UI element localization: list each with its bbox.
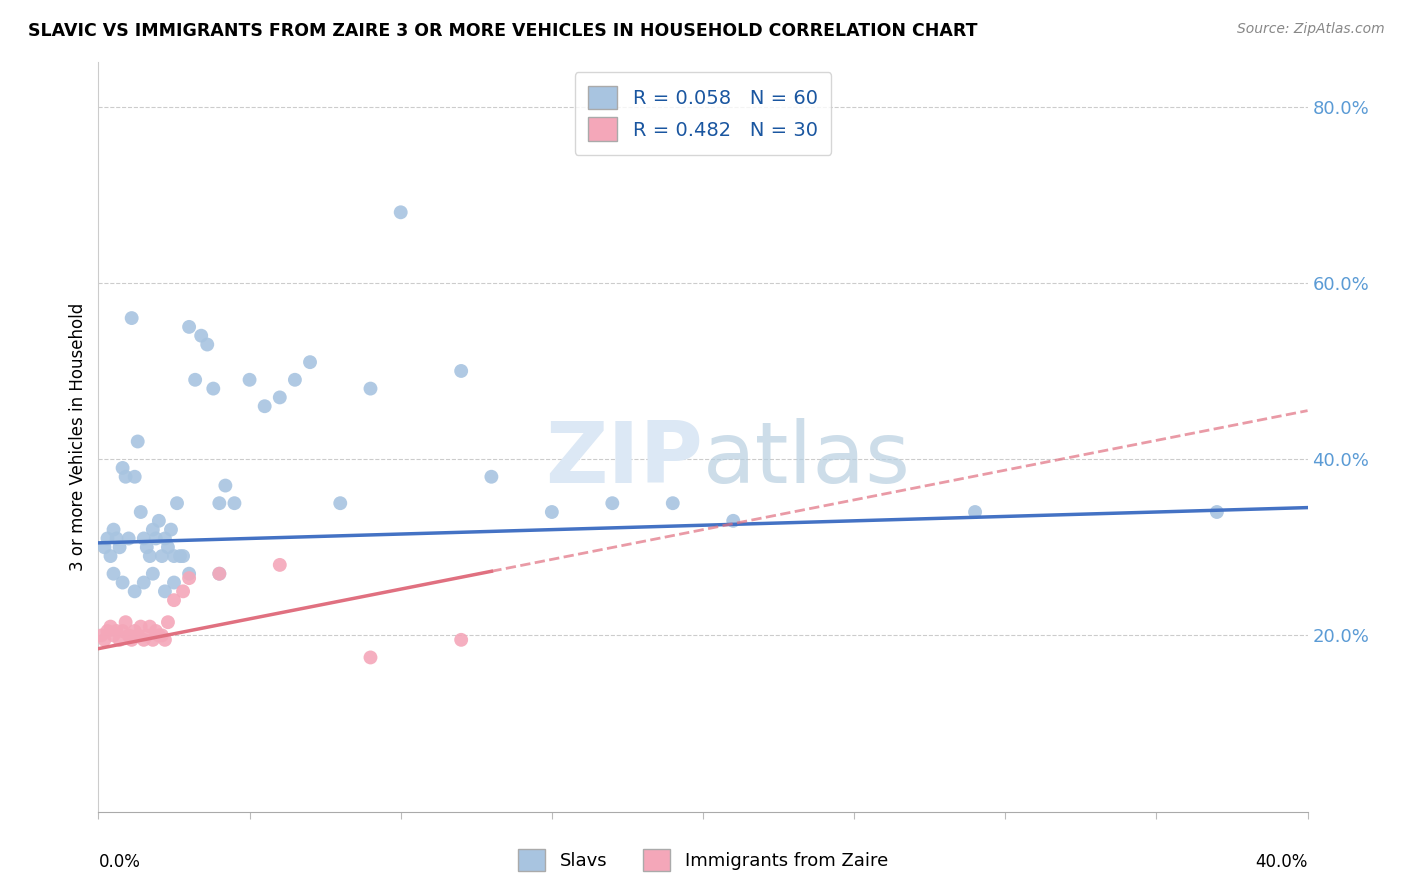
Point [540, 505, 562, 519]
Legend: Slavs, Immigrants from Zaire: Slavs, Immigrants from Zaire [510, 842, 896, 879]
Point [111, 461, 134, 475]
Point [96, 624, 118, 638]
Point [184, 373, 207, 387]
Point [172, 584, 194, 599]
Point [450, 364, 472, 378]
Legend: R = 0.058   N = 60, R = 0.482   N = 30: R = 0.058 N = 60, R = 0.482 N = 30 [575, 72, 831, 154]
Point [269, 558, 291, 572]
Point [150, 628, 173, 642]
Point [299, 355, 322, 369]
Point [208, 566, 231, 581]
Point [105, 624, 128, 638]
Text: ZIP: ZIP [546, 418, 703, 501]
Point [360, 382, 382, 396]
Point [127, 434, 149, 449]
Point [139, 549, 162, 563]
Point [150, 549, 173, 563]
Point [145, 624, 167, 638]
Point [148, 628, 170, 642]
Point [103, 523, 125, 537]
Point [208, 496, 231, 510]
Point [153, 632, 176, 647]
Point [284, 373, 307, 387]
Point [148, 514, 170, 528]
Point [90, 628, 112, 642]
Point [132, 532, 155, 546]
Point [121, 311, 143, 326]
Point [139, 619, 162, 633]
Point [450, 632, 472, 647]
Point [108, 541, 131, 555]
Point [142, 566, 165, 581]
Point [114, 469, 136, 483]
Point [602, 496, 624, 510]
Text: atlas: atlas [703, 418, 911, 501]
Point [100, 549, 122, 563]
Point [389, 205, 412, 219]
Point [124, 624, 146, 638]
Point [166, 496, 188, 510]
Point [661, 496, 683, 510]
Text: Source: ZipAtlas.com: Source: ZipAtlas.com [1237, 22, 1385, 37]
Point [135, 628, 157, 642]
Point [145, 532, 167, 546]
Point [179, 566, 201, 581]
Point [124, 584, 146, 599]
Text: 40.0%: 40.0% [1256, 853, 1308, 871]
Point [132, 575, 155, 590]
Point [723, 514, 745, 528]
Point [93, 632, 115, 647]
Point [224, 496, 246, 510]
Point [142, 632, 165, 647]
Point [111, 624, 134, 638]
Point [163, 575, 186, 590]
Point [169, 549, 191, 563]
Point [208, 566, 231, 581]
Point [965, 505, 987, 519]
Point [103, 566, 125, 581]
Point [329, 496, 352, 510]
Point [153, 584, 176, 599]
Point [269, 391, 291, 405]
Point [108, 632, 131, 647]
Point [156, 615, 179, 630]
Point [96, 532, 118, 546]
Y-axis label: 3 or more Vehicles in Household: 3 or more Vehicles in Household [69, 303, 87, 571]
Point [172, 549, 194, 563]
Point [190, 328, 212, 343]
Point [253, 399, 276, 413]
Point [118, 628, 141, 642]
Point [360, 650, 382, 665]
Point [111, 575, 134, 590]
Point [142, 523, 165, 537]
Point [163, 593, 186, 607]
Point [129, 619, 152, 633]
Point [93, 541, 115, 555]
Point [100, 619, 122, 633]
Point [160, 523, 183, 537]
Point [153, 532, 176, 546]
Point [103, 628, 125, 642]
Point [135, 541, 157, 555]
Text: SLAVIC VS IMMIGRANTS FROM ZAIRE 3 OR MORE VEHICLES IN HOUSEHOLD CORRELATION CHAR: SLAVIC VS IMMIGRANTS FROM ZAIRE 3 OR MOR… [28, 22, 977, 40]
Point [214, 478, 236, 492]
Point [114, 615, 136, 630]
Point [239, 373, 262, 387]
Point [118, 532, 141, 546]
Point [195, 337, 218, 351]
Point [163, 549, 186, 563]
Point [179, 571, 201, 585]
Point [127, 628, 149, 642]
Point [105, 532, 128, 546]
Point [156, 541, 179, 555]
Point [132, 632, 155, 647]
Point [481, 469, 503, 483]
Point [124, 469, 146, 483]
Point [202, 382, 225, 396]
Point [179, 319, 201, 334]
Point [129, 505, 152, 519]
Point [121, 632, 143, 647]
Point [1206, 505, 1229, 519]
Text: 0.0%: 0.0% [98, 853, 141, 871]
